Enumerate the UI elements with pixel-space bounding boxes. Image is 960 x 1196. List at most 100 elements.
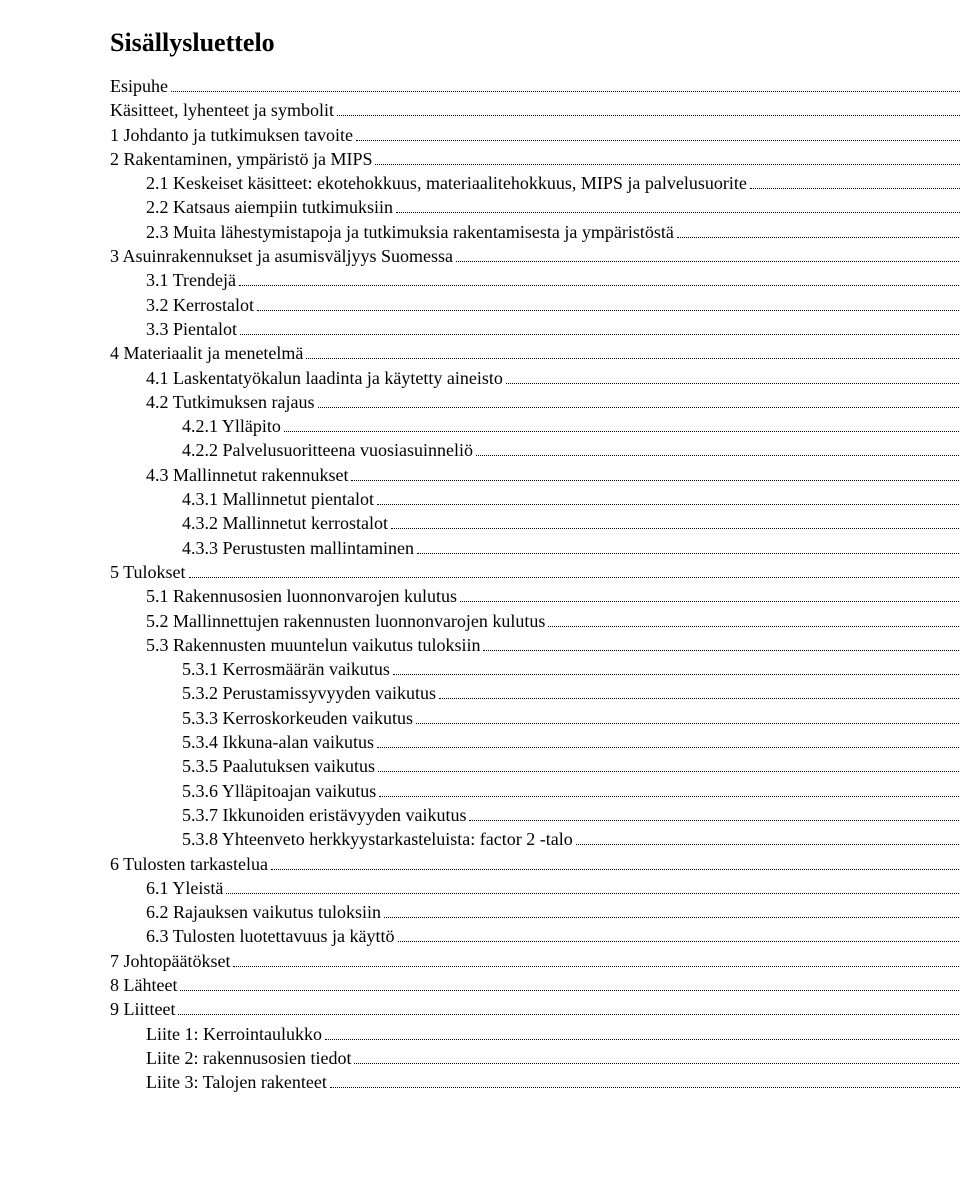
toc-leader [284, 431, 960, 432]
toc-entry-text: Liite 1: Kerrointaulukko [146, 1022, 322, 1046]
toc-entry-text: 5.3.5 Paalutuksen vaikutus [182, 754, 375, 778]
toc-entry-text: 5.1 Rakennusosien luonnonvarojen kulutus [146, 584, 457, 608]
toc-leader [239, 285, 960, 286]
toc-leader [439, 698, 960, 699]
toc-entry-text: 3 Asuinrakennukset ja asumisväljyys Suom… [110, 244, 453, 268]
toc-row: 5.3.8 Yhteenveto herkkyystarkasteluista:… [110, 827, 960, 851]
toc-row: 4.2.2 Palvelusuoritteena vuosiasuinneliö… [110, 438, 960, 462]
toc-leader [576, 844, 960, 845]
toc-entry-text: Liite 3: Talojen rakenteet [146, 1070, 327, 1094]
toc-row: 5.3.6 Ylläpitoajan vaikutus70 [110, 779, 960, 803]
toc-entry-text: 5.3.1 Kerrosmäärän vaikutus [182, 657, 390, 681]
toc-leader [391, 528, 960, 529]
toc-row: 3.2 Kerrostalot17 [110, 293, 960, 317]
toc-entry-text: 3.1 Trendejä [146, 268, 236, 292]
toc-row: 2.2 Katsaus aiempiin tutkimuksiin11 [110, 195, 960, 219]
toc-leader [393, 674, 960, 675]
toc-entry-text: 2 Rakentaminen, ympäristö ja MIPS [110, 147, 372, 171]
table-of-contents: Esipuhe4Käsitteet, lyhenteet ja symbolit… [110, 74, 960, 1094]
toc-row: Liite 2: rakennusosien tiedot92 [110, 1046, 960, 1070]
toc-leader [318, 407, 960, 408]
toc-row: 5.3.4 Ikkuna-alan vaikutus64 [110, 730, 960, 754]
toc-leader [377, 747, 960, 748]
toc-row: 6.2 Rajauksen vaikutus tuloksiin80 [110, 900, 960, 924]
toc-leader [351, 480, 960, 481]
toc-row: 4 Materiaalit ja menetelmä20 [110, 341, 960, 365]
toc-leader [306, 358, 960, 359]
toc-row: 5.3 Rakennusten muuntelun vaikutus tulok… [110, 633, 960, 657]
toc-entry-text: 6.1 Yleistä [146, 876, 223, 900]
toc-row: 5.2 Mallinnettujen rakennusten luonnonva… [110, 609, 960, 633]
toc-leader [416, 723, 960, 724]
toc-leader [677, 237, 960, 238]
toc-row: 3.1 Trendejä15 [110, 268, 960, 292]
toc-leader [506, 383, 960, 384]
toc-entry-text: 2.2 Katsaus aiempiin tutkimuksiin [146, 195, 393, 219]
toc-entry-text: 4 Materiaalit ja menetelmä [110, 341, 303, 365]
toc-leader [257, 310, 960, 311]
toc-row: 3.3 Pientalot18 [110, 317, 960, 341]
toc-row: 6.1 Yleistä79 [110, 876, 960, 900]
toc-row: Liite 1: Kerrointaulukko89 [110, 1022, 960, 1046]
toc-leader [325, 1039, 960, 1040]
toc-entry-text: 5.2 Mallinnettujen rakennusten luonnonva… [146, 609, 545, 633]
toc-entry-text: 4.3 Mallinnetut rakennukset [146, 463, 348, 487]
toc-row: Esipuhe4 [110, 74, 960, 98]
toc-row: 1 Johdanto ja tutkimuksen tavoite7 [110, 123, 960, 147]
toc-row: 5.3.7 Ikkunoiden eristävyyden vaikutus73 [110, 803, 960, 827]
toc-entry-text: 6.2 Rajauksen vaikutus tuloksiin [146, 900, 381, 924]
toc-leader [384, 917, 960, 918]
toc-row: 6 Tulosten tarkastelua79 [110, 852, 960, 876]
toc-leader [240, 334, 960, 335]
toc-entry-text: 4.2 Tutkimuksen rajaus [146, 390, 315, 414]
toc-entry-text: 4.3.3 Perustusten mallintaminen [182, 536, 414, 560]
toc-row: 5 Tulokset28 [110, 560, 960, 584]
toc-leader [226, 893, 960, 894]
toc-row: 4.3.3 Perustusten mallintaminen26 [110, 536, 960, 560]
toc-entry-text: 5.3.3 Kerroskorkeuden vaikutus [182, 706, 413, 730]
toc-entry-text: Esipuhe [110, 74, 168, 98]
toc-row: Liite 3: Talojen rakenteet107 [110, 1070, 960, 1094]
toc-leader [375, 164, 960, 165]
toc-row: 8 Lähteet85 [110, 973, 960, 997]
toc-entry-text: 5.3.8 Yhteenveto herkkyystarkasteluista:… [182, 827, 573, 851]
toc-leader [271, 869, 960, 870]
toc-leader [476, 455, 960, 456]
toc-entry-text: 4.3.1 Mallinnetut pientalot [182, 487, 374, 511]
toc-entry-text: Käsitteet, lyhenteet ja symbolit [110, 98, 334, 122]
toc-entry-text: 3.2 Kerrostalot [146, 293, 254, 317]
toc-title: Sisällysluettelo [110, 28, 960, 58]
toc-entry-text: 4.3.2 Mallinnetut kerrostalot [182, 511, 388, 535]
toc-row: 5.3.3 Kerroskorkeuden vaikutus58 [110, 706, 960, 730]
toc-leader [178, 1014, 960, 1015]
toc-entry-text: 4.2.2 Palvelusuoritteena vuosiasuinneliö [182, 438, 473, 462]
toc-leader [750, 188, 960, 189]
toc-leader [354, 1063, 960, 1064]
toc-row: 2.3 Muita lähestymistapoja ja tutkimuksi… [110, 220, 960, 244]
toc-entry-text: 4.1 Laskentatyökalun laadinta ja käytett… [146, 366, 503, 390]
toc-entry-text: 7 Johtopäätökset [110, 949, 230, 973]
toc-leader [233, 966, 960, 967]
toc-entry-text: Liite 2: rakennusosien tiedot [146, 1046, 351, 1070]
toc-leader [180, 990, 960, 991]
toc-row: 7 Johtopäätökset83 [110, 949, 960, 973]
toc-leader [189, 577, 960, 578]
toc-leader [337, 115, 960, 116]
toc-entry-text: 8 Lähteet [110, 973, 177, 997]
toc-row: 4.3.1 Mallinnetut pientalot23 [110, 487, 960, 511]
toc-row: 4.2 Tutkimuksen rajaus21 [110, 390, 960, 414]
toc-leader [417, 553, 960, 554]
toc-row: 5.3.5 Paalutuksen vaikutus68 [110, 754, 960, 778]
toc-leader [356, 140, 960, 141]
toc-row: 5.1 Rakennusosien luonnonvarojen kulutus… [110, 584, 960, 608]
toc-entry-text: 2.3 Muita lähestymistapoja ja tutkimuksi… [146, 220, 674, 244]
toc-entry-text: 5.3.6 Ylläpitoajan vaikutus [182, 779, 376, 803]
toc-entry-text: 5.3 Rakennusten muuntelun vaikutus tulok… [146, 633, 480, 657]
toc-leader [378, 771, 960, 772]
toc-row: 4.1 Laskentatyökalun laadinta ja käytett… [110, 366, 960, 390]
toc-leader [548, 626, 960, 627]
toc-leader [396, 212, 960, 213]
toc-row: 2 Rakentaminen, ympäristö ja MIPS8 [110, 147, 960, 171]
toc-entry-text: 5.3.7 Ikkunoiden eristävyyden vaikutus [182, 803, 466, 827]
toc-entry-text: 1 Johdanto ja tutkimuksen tavoite [110, 123, 353, 147]
